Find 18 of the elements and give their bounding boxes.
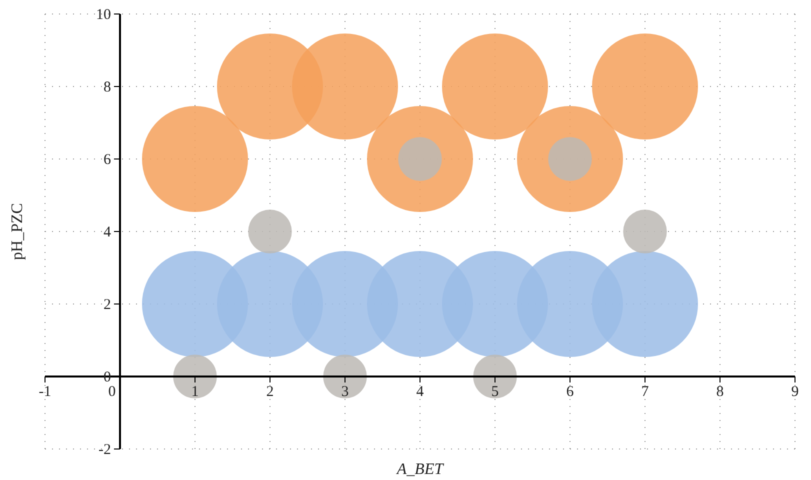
x-tick-label: 2 (266, 384, 274, 400)
x-axis-title: A_BET (396, 461, 444, 478)
x-tick-label: 1 (191, 384, 199, 400)
x-tick-label: -1 (38, 384, 52, 400)
y-tick-label: 10 (96, 6, 111, 23)
y-tick-label: 8 (104, 79, 111, 96)
x-tick-label: 6 (566, 384, 574, 400)
y-axis-title: pH_PZC (9, 203, 26, 260)
x-tick-label: 3 (341, 384, 349, 400)
y-tick-label: 4 (104, 224, 112, 240)
x-tick-label: 5 (491, 384, 499, 400)
x-tick-label: 9 (791, 384, 799, 400)
x-tick-label: 4 (416, 384, 424, 400)
x-tick-label: 7 (641, 384, 650, 400)
y-tick-label: 2 (104, 296, 111, 313)
y-tick-label: 6 (104, 152, 112, 168)
y-tick-label: -2 (98, 442, 111, 458)
x-tick-label: 8 (716, 384, 724, 400)
